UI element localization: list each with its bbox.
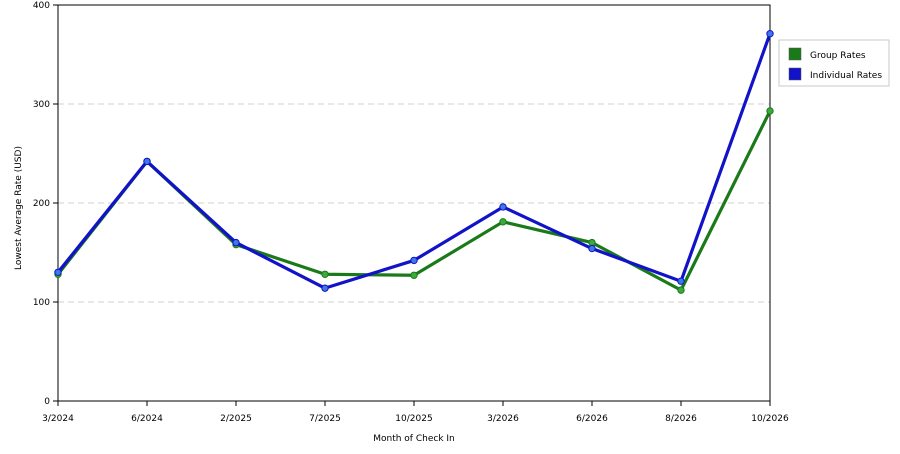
legend-label: Individual Rates [810, 71, 882, 81]
legend-swatch [788, 47, 802, 61]
grid-lines [58, 103, 770, 303]
y-axis-ticks: 0 100 200 300 400 [33, 1, 58, 407]
data-point [54, 268, 62, 276]
data-point [766, 30, 774, 38]
data-point [143, 157, 151, 166]
x-tick-label: 6/2026 [576, 414, 608, 424]
y-axis-title: Lowest Average Rate (USD) [14, 146, 24, 270]
data-point [766, 107, 774, 115]
data-point [410, 256, 418, 265]
data-point [499, 218, 507, 226]
x-tick-label: 10/2026 [751, 414, 789, 424]
data-point [410, 271, 418, 279]
x-tick-label: 3/2024 [42, 414, 74, 424]
x-tick-label: 6/2024 [131, 414, 163, 424]
data-point [499, 203, 507, 211]
y-tick-label: 0 [44, 397, 50, 407]
legend-items: Group Rates Individual Rates [788, 47, 882, 81]
y-tick-label: 200 [33, 199, 50, 209]
y-tick-label: 300 [33, 100, 50, 110]
x-tick-label: 7/2025 [309, 414, 341, 424]
y-tick-label: 400 [33, 1, 50, 11]
data-point [588, 244, 596, 253]
data-point [321, 284, 329, 292]
series-2 [54, 30, 774, 292]
x-tick-label: 3/2026 [487, 414, 519, 424]
x-tick-label: 8/2026 [665, 414, 697, 424]
x-axis-ticks: 3/2024 6/2024 2/2025 7/2025 10/2025 3/2026 6/2… [42, 401, 789, 424]
x-axis-title: Month of Check In [373, 434, 455, 444]
data-point [321, 270, 329, 278]
legend-swatch [788, 67, 802, 81]
x-tick-label: 10/2025 [395, 414, 432, 424]
data-point [232, 238, 240, 247]
y-tick-label: 100 [33, 298, 50, 308]
legend-label: Group Rates [810, 51, 866, 61]
x-tick-label: 2/2025 [220, 414, 252, 424]
series-lines [54, 30, 774, 294]
legend: Group Rates Individual Rates [778, 39, 890, 87]
data-point [677, 286, 685, 294]
data-point [677, 277, 685, 285]
series-line [56, 32, 772, 290]
series-1 [54, 107, 774, 294]
